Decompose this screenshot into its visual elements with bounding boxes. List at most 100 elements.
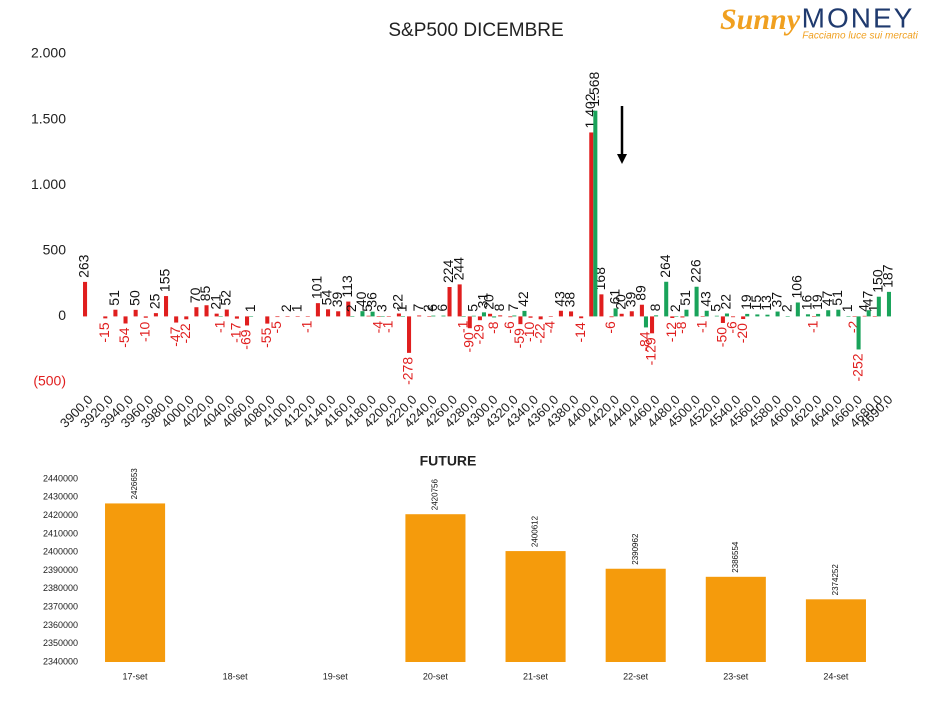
data-label: 40 bbox=[353, 291, 369, 307]
data-label: 7 bbox=[410, 303, 426, 311]
data-label: 113 bbox=[339, 275, 355, 298]
x-tick-label: 23-set bbox=[723, 671, 749, 681]
data-label: 31 bbox=[475, 293, 491, 309]
data-label: 1 bbox=[865, 304, 881, 312]
bar bbox=[249, 316, 254, 317]
y-tick-label: 2400000 bbox=[43, 547, 78, 557]
data-label: -14 bbox=[572, 322, 588, 342]
data-label: 47 bbox=[859, 290, 875, 306]
bar bbox=[816, 313, 821, 317]
data-label: 1 bbox=[394, 304, 410, 312]
data-label: -15 bbox=[96, 322, 112, 342]
data-label: -54 bbox=[116, 327, 132, 347]
bar bbox=[346, 301, 351, 317]
data-label: 2426653 bbox=[130, 468, 139, 500]
y-tick-label: 2430000 bbox=[43, 492, 78, 502]
bar bbox=[795, 302, 800, 317]
bar bbox=[619, 313, 624, 317]
bar bbox=[295, 316, 300, 317]
y-tick-label: (500) bbox=[33, 373, 66, 389]
bar bbox=[680, 316, 685, 318]
bar bbox=[380, 316, 385, 317]
data-label: 2 bbox=[778, 304, 794, 312]
bar bbox=[538, 316, 543, 320]
data-label: 22 bbox=[390, 294, 406, 310]
data-label: -29 bbox=[471, 324, 487, 344]
data-label: -252 bbox=[849, 353, 865, 381]
bar bbox=[852, 316, 857, 317]
data-label: -4 bbox=[541, 321, 557, 334]
data-label: 37 bbox=[768, 292, 784, 308]
bar bbox=[477, 316, 482, 321]
y-tick-label: 1.500 bbox=[31, 110, 66, 126]
data-label: 5 bbox=[359, 304, 375, 312]
y-tick-label: 2350000 bbox=[43, 638, 78, 648]
bar bbox=[405, 514, 466, 662]
bar bbox=[512, 315, 517, 317]
bar bbox=[593, 110, 598, 317]
data-label: -278 bbox=[400, 357, 416, 385]
bar bbox=[528, 316, 533, 318]
data-label: 16 bbox=[799, 295, 815, 311]
data-label: 70 bbox=[187, 287, 203, 303]
bar bbox=[654, 315, 659, 317]
data-label: 19 bbox=[809, 294, 825, 310]
bar bbox=[785, 316, 790, 317]
bar bbox=[492, 316, 497, 318]
bar bbox=[488, 313, 493, 317]
data-label: 2386554 bbox=[731, 541, 740, 573]
bar bbox=[569, 311, 574, 317]
data-label: -1 bbox=[454, 320, 470, 333]
bar bbox=[285, 316, 290, 317]
y-tick-label: 2420000 bbox=[43, 510, 78, 520]
data-label: 61 bbox=[606, 289, 622, 305]
bar bbox=[350, 316, 355, 317]
bar bbox=[599, 294, 604, 317]
x-tick-label: 19-set bbox=[323, 671, 349, 681]
bar bbox=[431, 315, 436, 317]
chart-title: S&P500 DICEMBRE bbox=[388, 20, 563, 41]
bar bbox=[846, 316, 851, 317]
data-label: -6 bbox=[602, 321, 618, 334]
bar bbox=[704, 310, 709, 317]
bar bbox=[105, 503, 166, 662]
bar bbox=[876, 296, 881, 317]
bar bbox=[396, 313, 401, 317]
data-label: 2 bbox=[667, 304, 683, 312]
bar bbox=[741, 316, 746, 320]
bar bbox=[629, 311, 634, 317]
data-label: -22 bbox=[531, 323, 547, 343]
data-label: -1 bbox=[379, 320, 395, 333]
bar bbox=[613, 308, 618, 317]
data-label: 20 bbox=[612, 294, 628, 310]
y-tick-label: 500 bbox=[43, 242, 67, 258]
y-tick-label: 2390000 bbox=[43, 565, 78, 575]
bar bbox=[164, 296, 169, 317]
data-label: 1 bbox=[288, 304, 304, 312]
data-label: 7 bbox=[505, 303, 521, 311]
bar bbox=[407, 316, 412, 353]
bar bbox=[194, 307, 199, 317]
bar bbox=[518, 316, 523, 325]
bar bbox=[133, 309, 138, 317]
data-label: 89 bbox=[633, 285, 649, 301]
data-label: 187 bbox=[880, 264, 896, 288]
data-label: 39 bbox=[329, 291, 345, 307]
data-label: 47 bbox=[819, 290, 835, 306]
bar bbox=[386, 316, 391, 317]
bar bbox=[670, 316, 675, 318]
bar bbox=[700, 316, 705, 317]
data-label: 226 bbox=[687, 259, 703, 283]
bar bbox=[305, 316, 310, 317]
data-label: 4 bbox=[855, 304, 871, 312]
data-label: 15 bbox=[748, 295, 764, 311]
data-label: -1 bbox=[805, 320, 821, 333]
x-tick-label: 17-set bbox=[123, 671, 149, 681]
bar bbox=[765, 314, 770, 317]
bar bbox=[360, 311, 365, 317]
data-label: 5 bbox=[708, 304, 724, 312]
data-label: -6 bbox=[501, 321, 517, 334]
data-label: -50 bbox=[714, 327, 730, 347]
bar bbox=[467, 316, 472, 329]
